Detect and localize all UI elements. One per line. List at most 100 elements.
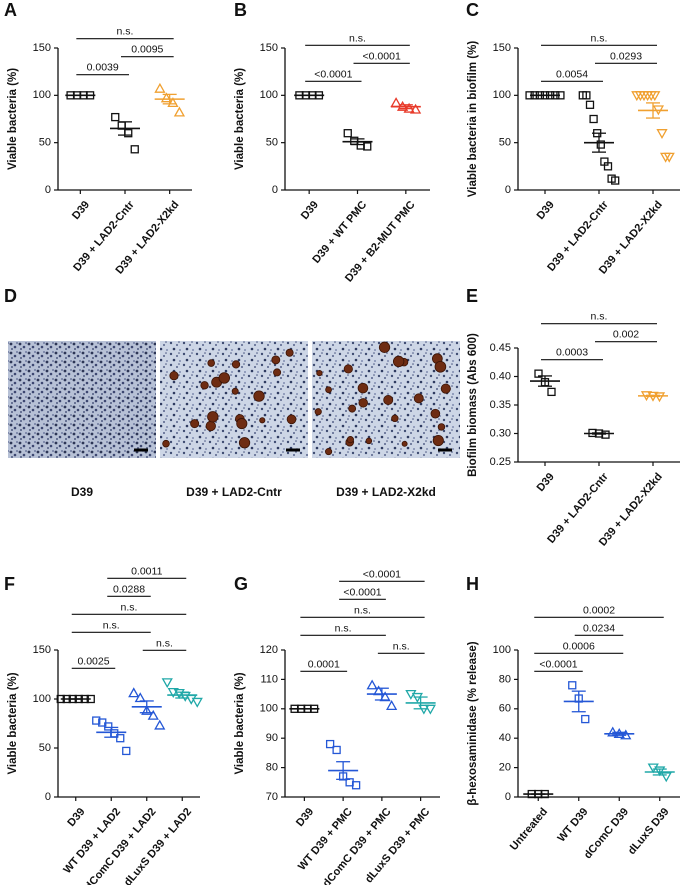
y-axis-label: Biofilm biomass (Abs 600)	[467, 333, 479, 477]
y-tick-label: 100	[493, 89, 511, 101]
error-bar	[538, 375, 552, 387]
data-point	[154, 82, 166, 93]
significance-label: n.s.	[103, 619, 120, 631]
y-tick-label: 100	[493, 644, 511, 656]
panel-letter: E	[466, 286, 478, 306]
significance-label: n.s.	[393, 640, 410, 652]
error-bar	[652, 768, 667, 776]
stained-cell	[325, 448, 333, 456]
data-point	[585, 100, 595, 109]
stained-cell	[205, 420, 216, 432]
stained-cell	[434, 360, 447, 373]
stained-cell	[207, 411, 219, 423]
y-tick-label: 70	[266, 791, 278, 803]
significance-label: n.s.	[591, 32, 608, 44]
significance-label: n.s.	[121, 601, 138, 613]
y-tick-label: 90	[266, 732, 278, 744]
panel-letter: F	[4, 574, 15, 594]
data-point	[116, 734, 125, 743]
x-tick-label: D39	[535, 471, 557, 494]
x-tick-label: D39	[65, 806, 87, 829]
stained-cell	[343, 364, 353, 374]
y-tick-label: 0	[272, 184, 278, 196]
significance-label: 0.0039	[87, 62, 119, 74]
x-tick-label: D39	[535, 199, 557, 222]
stained-cell	[285, 348, 294, 357]
y-axis-label: β-hexosaminidase (% release)	[467, 641, 479, 805]
data-point	[656, 129, 668, 140]
stained-cell	[286, 414, 297, 425]
x-tick-label: WT D39	[555, 806, 590, 845]
y-tick-label: 100	[33, 89, 51, 101]
significance-label: 0.002	[613, 329, 639, 341]
y-tick-label: 150	[33, 644, 51, 656]
image-caption: D39 + LAD2-X2kd	[336, 485, 436, 499]
data-point	[409, 103, 422, 114]
x-tick-label: dComC D39 + PMC	[321, 806, 394, 885]
panel-letter: D	[4, 286, 17, 306]
stained-cell	[190, 419, 200, 429]
panel-letter: C	[466, 0, 479, 20]
stained-cell	[253, 390, 265, 402]
data-point	[660, 772, 672, 783]
error-bar	[646, 394, 660, 398]
stained-cell	[358, 398, 368, 408]
y-tick-label: 50	[39, 137, 51, 149]
x-tick-label: Untreated	[508, 806, 550, 853]
stained-cell	[218, 372, 230, 384]
stained-cell	[314, 408, 322, 416]
data-point	[122, 746, 131, 756]
data-point	[424, 704, 436, 715]
data-point	[611, 176, 620, 185]
data-point	[92, 716, 101, 725]
stained-cell	[437, 423, 446, 431]
stained-cell	[273, 368, 282, 377]
error-bar	[398, 104, 413, 110]
data-point	[343, 129, 352, 138]
significance-label: n.s.	[354, 604, 371, 616]
significance-label: 0.0095	[131, 44, 163, 56]
significance-label: <0.0001	[539, 658, 577, 670]
data-point	[173, 106, 186, 117]
image-caption: D39	[71, 485, 93, 499]
error-bar	[350, 138, 365, 146]
y-tick-label: 150	[33, 42, 51, 54]
y-tick-label: 60	[499, 703, 511, 715]
y-tick-label: 0.45	[490, 342, 511, 354]
y-tick-label: 80	[499, 673, 511, 685]
y-tick-label: 150	[493, 42, 511, 54]
data-point	[596, 140, 605, 149]
data-point	[363, 142, 372, 151]
y-axis-label: Viable bacteria (%)	[7, 672, 19, 774]
y-tick-label: 50	[499, 137, 511, 149]
data-point	[589, 114, 598, 124]
stained-cell	[430, 408, 441, 419]
significance-label: n.s.	[156, 637, 173, 649]
error-bar	[646, 102, 660, 119]
stained-cell	[316, 369, 323, 377]
x-tick-label: D39	[299, 199, 321, 222]
significance-label: n.s.	[591, 311, 608, 323]
significance-label: 0.0001	[308, 658, 340, 670]
y-tick-label: 0.25	[490, 456, 511, 468]
x-tick-label: D39	[294, 806, 316, 829]
data-point	[167, 97, 179, 108]
y-tick-label: 120	[260, 644, 278, 656]
y-tick-label: 100	[260, 703, 278, 715]
panel-letter: H	[466, 574, 479, 594]
significance-label: n.s.	[349, 32, 366, 44]
y-tick-label: 50	[39, 742, 51, 754]
x-tick-label: dLuxS D39 + LAD2	[122, 806, 194, 885]
significance-label: <0.0001	[314, 68, 352, 80]
significance-label: 0.0234	[583, 622, 615, 634]
stained-cell	[357, 382, 369, 394]
stained-cell	[259, 417, 266, 424]
y-tick-label: 0.30	[490, 427, 511, 439]
y-tick-label: 50	[266, 137, 278, 149]
error-bar	[592, 432, 606, 435]
stained-cell	[325, 386, 332, 394]
stained-cell	[383, 395, 394, 405]
x-tick-label: dLuxS D39	[626, 806, 672, 857]
data-point	[581, 714, 590, 724]
y-tick-label: 110	[260, 673, 278, 685]
